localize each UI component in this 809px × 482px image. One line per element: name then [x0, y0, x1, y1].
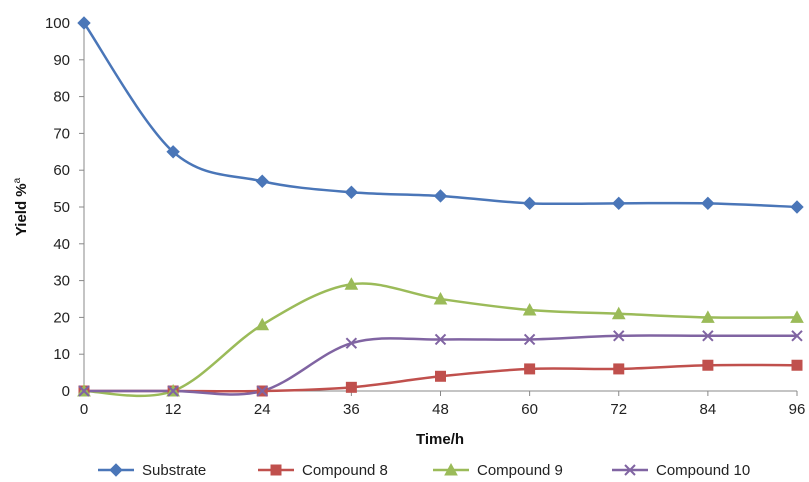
y-tick-label: 100 [45, 15, 70, 32]
data-point-compound-8 [435, 370, 446, 382]
data-point-compound-9 [790, 310, 804, 323]
data-point-compound-10 [791, 330, 803, 342]
data-point-compound-10 [345, 337, 358, 349]
data-point-compound-10 [256, 385, 268, 397]
legend-item-compound-10: Compound 10 [612, 462, 750, 479]
y-tick-label: 90 [53, 52, 70, 69]
data-point-compound-10 [434, 333, 447, 346]
data-point-compound-9 [522, 302, 537, 316]
data-point-substrate [166, 145, 180, 159]
data-point-substrate [255, 174, 269, 188]
x-tick-label: 48 [432, 401, 449, 418]
data-point-substrate [612, 196, 626, 211]
series-line-substrate [82, 22, 798, 209]
legend-label: Compound 8 [302, 462, 388, 479]
legend-label: Compound 9 [477, 462, 563, 479]
data-point-compound-10 [613, 330, 625, 342]
x-tick-label: 0 [80, 401, 88, 418]
x-tick-label: 84 [700, 401, 717, 418]
x-axis-ticks: 0 12 24 36 48 60 72 84 96 [80, 391, 806, 418]
legend-label: Compound 10 [656, 462, 750, 479]
y-axis-title: Yield %a [12, 177, 30, 236]
legend-marker [109, 463, 123, 477]
y-tick-label: 20 [53, 309, 70, 326]
data-point-substrate [790, 200, 804, 214]
y-tick-label: 70 [53, 125, 70, 142]
y-tick-label: 30 [53, 273, 70, 290]
y-tick-label: 50 [53, 199, 70, 216]
y-axis-ticks: 0 10 20 30 40 50 60 70 80 90 100 [45, 15, 84, 400]
y-tick-label: 40 [53, 236, 70, 253]
x-axis-title: Time/h [416, 431, 464, 448]
data-point-compound-8 [613, 363, 625, 375]
legend-item-substrate: Substrate [98, 462, 206, 479]
y-axis-title-superscript: a [12, 177, 23, 183]
data-point-compound-8 [702, 359, 714, 371]
data-point-compound-8 [791, 359, 803, 371]
data-point-compound-10 [523, 333, 536, 346]
legend-item-compound-8: Compound 8 [258, 462, 388, 479]
legend-marker [624, 464, 636, 476]
data-point-compound-10 [702, 330, 714, 342]
y-axis-title-main: Yield % [13, 183, 30, 236]
data-point-compound-8 [524, 363, 536, 375]
data-point-compound-9 [255, 317, 270, 331]
legend-label: Substrate [142, 462, 206, 479]
x-tick-label: 72 [610, 401, 627, 418]
data-point-compound-9 [611, 306, 626, 320]
data-point-substrate [344, 185, 359, 199]
x-tick-label: 12 [165, 401, 182, 418]
data-point-substrate [522, 196, 537, 211]
data-point-compound-9 [433, 291, 448, 305]
data-point-substrate [433, 189, 448, 203]
plot-area: 0 10 20 30 40 50 60 70 80 90 100 0 12 24 36 48 60 72 84 96 [45, 15, 805, 418]
data-point-substrate [77, 16, 91, 30]
y-tick-label: 60 [53, 162, 70, 179]
x-tick-label: 24 [254, 401, 271, 418]
series-markers [77, 16, 804, 397]
data-point-compound-9 [344, 277, 359, 290]
x-tick-label: 36 [343, 401, 360, 418]
data-point-compound-10 [78, 385, 90, 397]
y-tick-label: 0 [62, 383, 70, 400]
data-point-compound-10 [167, 385, 179, 397]
y-tick-label: 10 [53, 346, 70, 363]
x-tick-label: 60 [521, 401, 538, 418]
data-point-compound-8 [345, 381, 357, 393]
x-tick-label: 96 [789, 401, 806, 418]
legend-item-compound-9: Compound 9 [433, 462, 563, 479]
data-point-compound-9 [701, 310, 715, 323]
legend: Substrate Compound 8 Compound 9 Compound 10 [98, 462, 750, 479]
y-tick-label: 80 [53, 89, 70, 106]
data-point-substrate [701, 196, 715, 211]
legend-marker [270, 464, 282, 476]
legend-marker [444, 462, 458, 476]
